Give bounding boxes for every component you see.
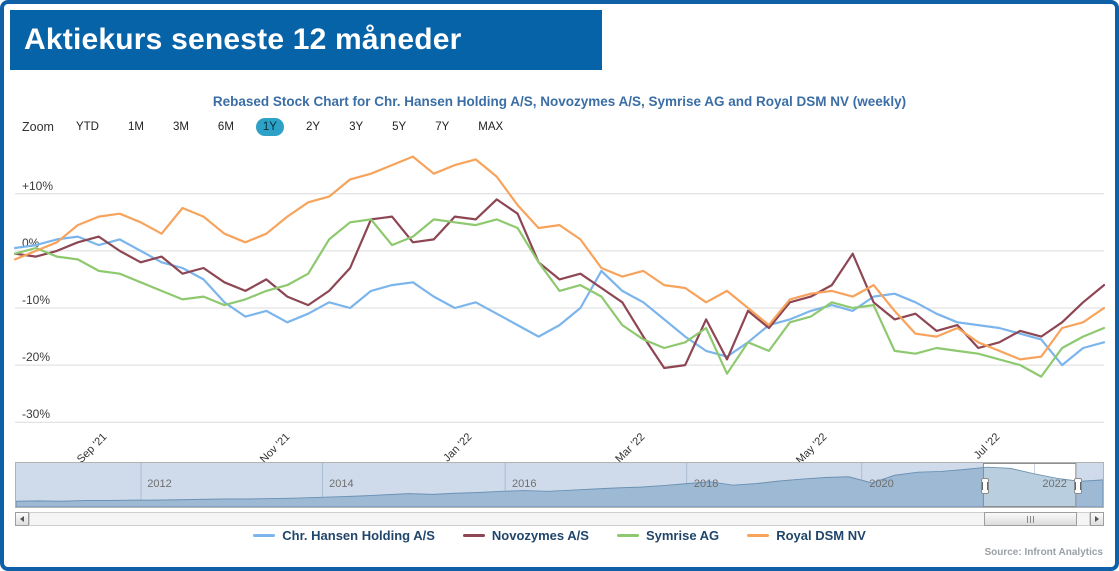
line-marker-icon [253, 534, 276, 537]
scrollbar-left-arrow[interactable] [15, 512, 29, 526]
zoom-button-6m[interactable]: 6M [217, 121, 234, 133]
zoom-button-1m[interactable]: 1M [127, 121, 144, 133]
navigator-year-label: 2012 [147, 478, 172, 490]
zoom-controls: Zoom YTD 1M 3M 6M 1Y 2Y 3Y 5Y 7Y MAX [22, 118, 510, 136]
zoom-button-3m[interactable]: 3M [172, 121, 189, 133]
legend-item-chr-hansen[interactable]: Chr. Hansen Holding A/S [253, 528, 435, 543]
zoom-button-max[interactable]: MAX [478, 121, 504, 133]
chart-title: Rebased Stock Chart for Chr. Hansen Hold… [212, 94, 907, 109]
navigator-right-handle[interactable] [1074, 478, 1082, 494]
scrollbar-track[interactable] [29, 512, 1090, 526]
navigator-area-chart[interactable] [16, 463, 1103, 507]
legend-label: Symrise AG [645, 528, 720, 543]
y-axis-label: -10% [22, 293, 51, 307]
grip-icon [1026, 515, 1035, 523]
line-marker-icon [616, 534, 639, 537]
zoom-button-7y[interactable]: 7Y [435, 121, 450, 133]
chart-legend: Chr. Hansen Holding A/S Novozymes A/S Sy… [4, 528, 1115, 543]
stock-line-chart[interactable] [13, 148, 1106, 428]
navigator-year-label: 2022 [1042, 478, 1067, 490]
scrollbar[interactable] [15, 512, 1104, 526]
legend-item-symrise[interactable]: Symrise AG [616, 528, 720, 543]
legend-label: Novozymes A/S [491, 528, 589, 543]
left-arrow-icon [20, 516, 24, 522]
y-axis-label: -30% [22, 407, 51, 422]
y-axis-label: +10% [22, 178, 54, 193]
legend-item-royal-dsm[interactable]: Royal DSM NV [747, 528, 866, 543]
y-axis-label: -20% [22, 350, 51, 365]
line-marker-icon [462, 534, 485, 537]
navigator-year-label: 2014 [329, 478, 354, 490]
navigator-year-label: 2020 [869, 478, 894, 490]
navigator-left-handle[interactable] [981, 478, 989, 494]
scrollbar-right-arrow[interactable] [1090, 512, 1104, 526]
right-arrow-icon [1095, 516, 1099, 522]
legend-label: Chr. Hansen Holding A/S [282, 528, 435, 543]
zoom-button-1y[interactable]: 1Y [255, 118, 284, 136]
zoom-label: Zoom [22, 120, 54, 134]
legend-item-novozymes[interactable]: Novozymes A/S [462, 528, 589, 543]
zoom-button-2y[interactable]: 2Y [305, 121, 321, 133]
scrollbar-thumb[interactable] [984, 512, 1077, 526]
zoom-button-5y[interactable]: 5Y [392, 121, 407, 133]
navigator-year-label: 2018 [693, 478, 719, 490]
page-title: Aktiekurs seneste 12 måneder [24, 23, 462, 56]
line-marker-icon [747, 534, 770, 537]
page-header: Aktiekurs seneste 12 måneder [10, 10, 602, 70]
zoom-button-ytd[interactable]: YTD [75, 121, 99, 133]
range-navigator[interactable]: 2012 2014 2016 2018 2020 2022 [15, 462, 1104, 508]
zoom-button-3y[interactable]: 3Y [349, 121, 364, 133]
main-chart-plot-area[interactable] [13, 148, 1106, 428]
navigator-year-label: 2016 [512, 478, 537, 490]
legend-label: Royal DSM NV [776, 528, 866, 543]
source-credit: Source: Infront Analytics [984, 547, 1103, 558]
